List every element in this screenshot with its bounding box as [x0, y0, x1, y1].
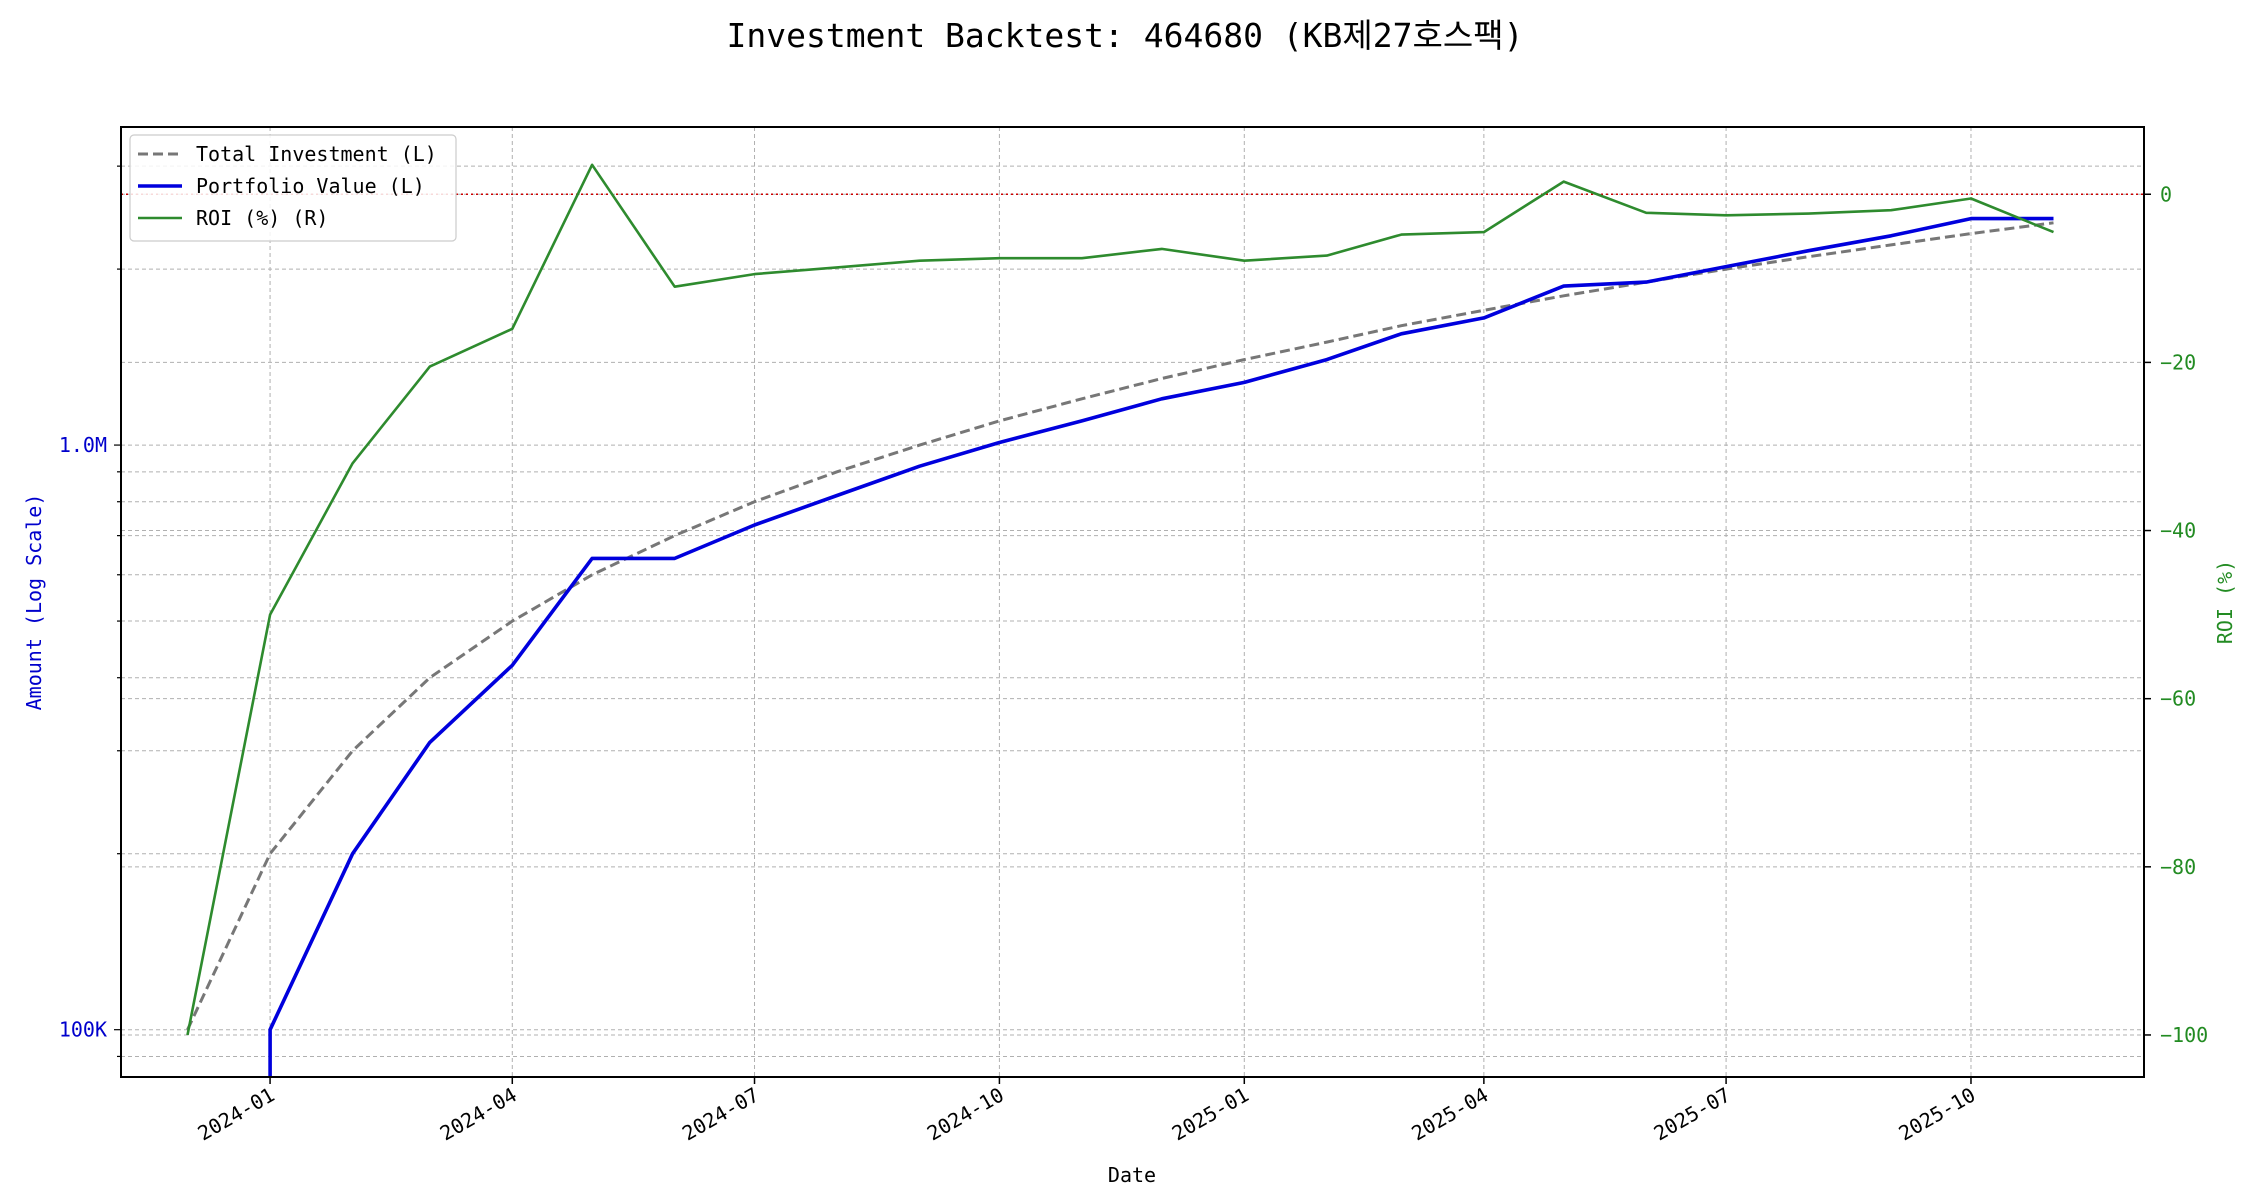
series-line-1: [268, 216, 2054, 1077]
left-y-tick-label: 100K: [59, 1018, 107, 1042]
right-y-axis: 0 −20 −40 −60 −80 −100: [2144, 182, 2208, 1047]
legend-label: Total Investment (L): [196, 142, 437, 166]
grid: [121, 127, 2144, 1077]
x-tick-label: 2025-07: [1650, 1083, 1735, 1146]
left-y-axis: 100K 1.0M: [59, 165, 121, 1058]
series-line-0: [186, 221, 2054, 1031]
x-tick-label: 2024-07: [678, 1083, 763, 1146]
right-y-tick-label: −60: [2160, 687, 2196, 711]
right-y-axis-label: ROI (%): [2213, 560, 2237, 644]
plot-frame: [120, 126, 2145, 1078]
right-y-tick-label: −40: [2160, 519, 2196, 543]
right-y-tick-label: −100: [2160, 1023, 2208, 1047]
x-tick-label: 2024-04: [436, 1083, 521, 1146]
x-tick-label: 2025-10: [1894, 1083, 1979, 1146]
left-y-axis-label: Amount (Log Scale): [22, 494, 46, 711]
legend-label: Portfolio Value (L): [196, 174, 425, 198]
x-tick-label: 2025-04: [1407, 1083, 1492, 1146]
left-y-tick-label: 1.0M: [59, 433, 107, 457]
legend-box: [129, 134, 457, 242]
right-y-tick-label: −80: [2160, 855, 2196, 879]
x-tick-label: 2025-01: [1168, 1083, 1253, 1146]
series-layer: [186, 163, 2054, 1077]
legend: Total Investment (L) Portfolio Value (L) R…: [129, 134, 457, 242]
right-y-tick-label: −20: [2160, 350, 2196, 374]
series-line-2: [186, 163, 2054, 1036]
chart-title: Investment Backtest: 464680 (KB제27호스팩): [727, 16, 1524, 55]
legend-label: ROI (%) (R): [196, 206, 328, 230]
x-tick-label: 2024-01: [194, 1083, 279, 1146]
x-axis-label: Date: [1108, 1163, 1156, 1187]
right-y-tick-label: 0: [2160, 182, 2172, 206]
x-axis: 2024-01 2024-04 2024-07 2024-10 2025-01 2025-…: [194, 1077, 1979, 1146]
x-tick-label: 2024-10: [923, 1083, 1008, 1146]
